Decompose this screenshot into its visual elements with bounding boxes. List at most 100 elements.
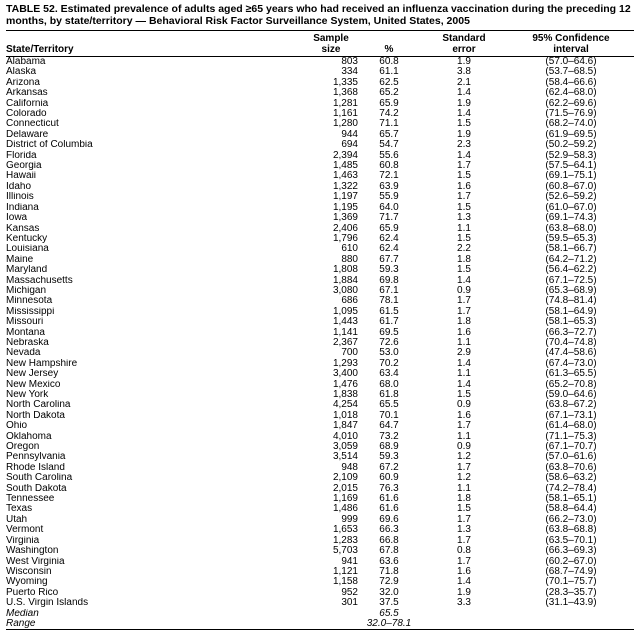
table-row: North Carolina 4,254 65.5 0.9 (63.8–67.2) xyxy=(6,400,634,410)
cell-standard-error: 1.6 xyxy=(457,566,471,577)
cell-confidence-interval: (58.1–66.7) xyxy=(545,244,597,255)
cell-percent: 55.9 xyxy=(379,192,399,203)
cell-percent: 68.9 xyxy=(379,442,399,453)
table-row: New Mexico 1,476 68.0 1.4 (65.2–70.8) xyxy=(6,380,634,390)
cell-standard-error: 1.4 xyxy=(457,358,471,369)
cell-standard-error: 1.4 xyxy=(457,150,471,161)
cell-standard-error: 1.7 xyxy=(457,556,471,567)
table-row: Tennessee 1,169 61.6 1.8 (58.1–65.1) xyxy=(6,494,634,504)
cell-standard-error: 1.8 xyxy=(457,317,471,328)
table-row: Florida 2,394 55.6 1.4 (52.9–58.3) xyxy=(6,151,634,161)
cell-standard-error: 1.2 xyxy=(457,452,471,463)
table-row: North Dakota 1,018 70.1 1.6 (67.1–73.1) xyxy=(6,411,634,421)
table-row: New York 1,838 61.8 1.5 (59.0–64.6) xyxy=(6,390,634,400)
table-row: Arkansas 1,368 65.2 1.4 (62.4–68.0) xyxy=(6,88,634,98)
cell-confidence-interval: (69.1–75.1) xyxy=(545,171,597,182)
cell-state: Iowa xyxy=(6,213,28,224)
table-row: Massachusetts 1,884 69.8 1.4 (67.1–72.5) xyxy=(6,276,634,286)
cell-sample-size: 944 xyxy=(341,129,358,140)
cell-state: California xyxy=(6,98,49,109)
cell-state: Arizona xyxy=(6,77,40,88)
cell-confidence-interval: (61.3–65.5) xyxy=(545,369,597,380)
cell-percent: 67.1 xyxy=(379,285,399,296)
cell-confidence-interval: (67.4–73.0) xyxy=(545,358,597,369)
column-header-ci-line2: interval xyxy=(553,44,589,55)
cell-confidence-interval: (70.4–74.8) xyxy=(545,337,597,348)
column-header-sample-line1: Sample xyxy=(313,33,349,44)
cell-percent: 63.4 xyxy=(379,369,399,380)
cell-percent: 64.7 xyxy=(379,421,399,432)
cell-confidence-interval: (63.8–68.0) xyxy=(545,223,597,234)
cell-confidence-interval: (68.2–74.0) xyxy=(545,119,597,130)
cell-percent: 32.0 xyxy=(379,587,399,598)
cell-standard-error: 1.1 xyxy=(457,337,471,348)
cell-confidence-interval: (58.1–64.9) xyxy=(545,306,597,317)
cell-sample-size: 1,322 xyxy=(332,181,358,192)
cell-confidence-interval: (58.1–65.3) xyxy=(545,317,597,328)
cell-state: Texas xyxy=(6,504,33,515)
cell-state: Puerto Rico xyxy=(6,587,59,598)
cell-standard-error: 1.4 xyxy=(457,577,471,588)
table-row: U.S. Virgin Islands 301 37.5 3.3 (31.1–43.9) xyxy=(6,598,634,608)
cell-state: North Dakota xyxy=(6,410,65,421)
cell-sample-size: 4,254 xyxy=(332,400,358,411)
cell-confidence-interval: (61.0–67.0) xyxy=(545,202,597,213)
cell-sample-size: 1,293 xyxy=(332,358,358,369)
cell-sample-size: 301 xyxy=(341,598,358,609)
cell-percent: 37.5 xyxy=(379,598,399,609)
cell-standard-error: 1.7 xyxy=(457,535,471,546)
column-header-ci-line1: 95% Confidence xyxy=(532,33,610,44)
cell-percent: 73.2 xyxy=(379,431,399,442)
cell-confidence-interval: (74.8–81.4) xyxy=(545,296,597,307)
table-row: Ohio 1,847 64.7 1.7 (61.4–68.0) xyxy=(6,421,634,431)
table-row: Kansas 2,406 65.9 1.1 (63.8–68.0) xyxy=(6,224,634,234)
cell-standard-error: 3.8 xyxy=(457,67,471,78)
cell-state: Missouri xyxy=(6,317,44,328)
cell-percent: 72.9 xyxy=(379,577,399,588)
cell-sample-size: 1,808 xyxy=(332,265,358,276)
table-row: Virginia 1,283 66.8 1.7 (63.5–70.1) xyxy=(6,536,634,546)
table-row: Nevada 700 53.0 2.9 (47.4–58.6) xyxy=(6,348,634,358)
cell-percent: 65.5 xyxy=(379,608,399,619)
cell-confidence-interval: (64.2–71.2) xyxy=(545,254,597,265)
cell-sample-size: 2,109 xyxy=(332,473,358,484)
cell-percent: 74.2 xyxy=(379,109,399,120)
cell-state: Hawaii xyxy=(6,171,37,182)
cell-standard-error: 1.5 xyxy=(457,265,471,276)
cell-state: Montana xyxy=(6,327,45,338)
cell-confidence-interval: (63.5–70.1) xyxy=(545,535,597,546)
cell-standard-error xyxy=(420,609,508,619)
cell-standard-error: 0.9 xyxy=(457,285,471,296)
cell-standard-error: 2.1 xyxy=(457,77,471,88)
cell-standard-error: 3.3 xyxy=(457,598,471,609)
cell-state: Oklahoma xyxy=(6,431,52,442)
cell-standard-error: 1.7 xyxy=(457,296,471,307)
cell-percent: 62.5 xyxy=(379,77,399,88)
cell-confidence-interval: (28.3–35.7) xyxy=(545,587,597,598)
cell-sample-size: 1,369 xyxy=(332,213,358,224)
cell-confidence-interval: (61.4–68.0) xyxy=(545,421,597,432)
cell-confidence-interval: (57.0–64.6) xyxy=(545,56,597,67)
column-header-state: State/Territory xyxy=(6,31,304,57)
cell-confidence-interval: (66.3–69.3) xyxy=(545,546,597,557)
cell-confidence-interval: (65.3–68.9) xyxy=(545,285,597,296)
cell-standard-error: 2.9 xyxy=(457,348,471,359)
cell-state: West Virginia xyxy=(6,556,65,567)
cell-state: Nevada xyxy=(6,348,41,359)
cell-confidence-interval: (58.1–65.1) xyxy=(545,494,597,505)
cell-confidence-interval: (69.1–74.3) xyxy=(545,213,597,224)
cell-sample-size: 1,195 xyxy=(332,202,358,213)
cell-confidence-interval: (47.4–58.6) xyxy=(545,348,597,359)
cell-percent: 71.7 xyxy=(379,213,399,224)
cell-standard-error: 1.5 xyxy=(457,504,471,515)
table-row: Oregon 3,059 68.9 0.9 (67.1–70.7) xyxy=(6,442,634,452)
cell-percent: 62.4 xyxy=(379,233,399,244)
cell-sample-size: 1,653 xyxy=(332,525,358,536)
cell-percent: 71.1 xyxy=(379,119,399,130)
table-row: Oklahoma 4,010 73.2 1.1 (71.1–75.3) xyxy=(6,432,634,442)
cell-confidence-interval: (68.7–74.9) xyxy=(545,566,597,577)
table-row: Median 65.5 xyxy=(6,609,634,619)
cell-standard-error: 1.4 xyxy=(457,88,471,99)
cell-standard-error: 1.6 xyxy=(457,327,471,338)
cell-standard-error: 1.5 xyxy=(457,119,471,130)
